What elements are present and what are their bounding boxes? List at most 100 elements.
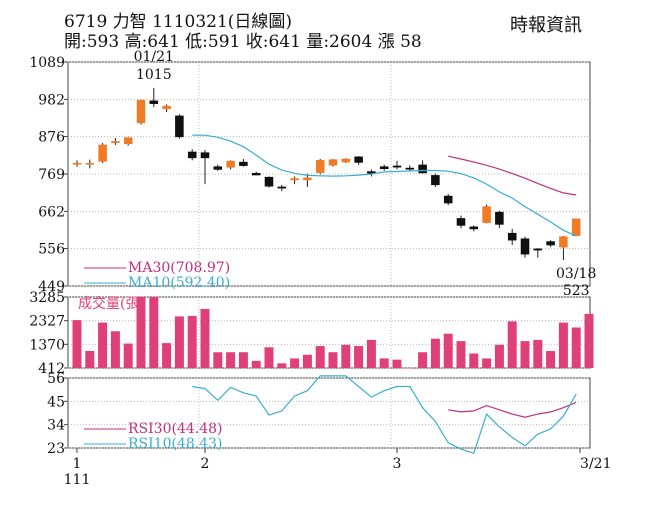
- annotation-date: 03/18: [556, 266, 596, 282]
- price-tick-label: 769: [38, 167, 65, 183]
- candle-body: [226, 160, 235, 168]
- candle-body: [303, 177, 312, 181]
- volume-bar: [482, 358, 492, 368]
- candle-body: [85, 162, 95, 165]
- candle-body: [469, 226, 479, 230]
- x-axis-label: 3/21: [580, 456, 611, 472]
- candle-body: [200, 152, 210, 159]
- x-axis-label: 111: [64, 472, 91, 488]
- volume-bar: [302, 354, 312, 368]
- volume-bar: [430, 338, 440, 368]
- candle-body: [328, 159, 338, 166]
- volume-bar: [584, 313, 594, 368]
- candle-body: [136, 99, 146, 124]
- candle-body: [72, 162, 82, 165]
- candle-body: [392, 165, 402, 168]
- volume-bar: [546, 350, 556, 368]
- candle-body: [431, 175, 440, 186]
- volume-bar: [405, 368, 415, 369]
- candle-body: [277, 186, 287, 189]
- volume-bar: [85, 350, 95, 368]
- candle-body: [379, 166, 389, 169]
- volume-title: 成交量(張): [78, 295, 145, 312]
- price-tick-label: 449: [38, 279, 65, 295]
- ma30-line: [448, 155, 577, 196]
- ma-legend-label: MA30(708.97): [128, 260, 230, 276]
- candle-body: [546, 241, 555, 246]
- volume-bar: [443, 333, 453, 368]
- candle-body: [418, 164, 427, 174]
- candle-body: [533, 248, 543, 251]
- volume-bar: [328, 352, 338, 368]
- rsi-tick-label: 34: [47, 418, 65, 434]
- candle-body: [175, 115, 184, 138]
- candle-body: [98, 144, 107, 162]
- rsi-tick-label: 23: [47, 441, 65, 457]
- rsi10-line: [192, 375, 577, 455]
- volume-bar: [213, 352, 223, 368]
- candle-body: [123, 137, 133, 145]
- volume-bar: [251, 360, 261, 368]
- rsi-legend-label: RSI10(48.43): [128, 436, 222, 452]
- candle-body: [290, 178, 299, 181]
- ma10-line: [192, 134, 577, 237]
- price-tick-label: 982: [38, 92, 65, 108]
- volume-bar: [123, 343, 133, 368]
- candle-body: [354, 156, 363, 163]
- volume-tick-label: 2327: [29, 314, 65, 330]
- annotation-value: 1015: [136, 67, 172, 83]
- volume-bar: [366, 339, 376, 368]
- volume-bar: [494, 344, 504, 368]
- volume-bar: [200, 308, 210, 368]
- volume-bar: [571, 327, 581, 368]
- volume-bar: [98, 322, 108, 368]
- candle-body: [239, 161, 248, 166]
- volume-bar: [315, 346, 325, 368]
- data-source: 時報資訊: [510, 15, 582, 36]
- candle-body: [571, 218, 581, 236]
- volume-bar: [149, 297, 159, 368]
- volume-bar: [341, 344, 351, 368]
- candle-body: [213, 166, 223, 170]
- volume-bar: [418, 352, 428, 368]
- volume-tick-label: 3285: [29, 290, 65, 306]
- candle-body: [341, 158, 351, 163]
- candle-body: [251, 173, 261, 176]
- price-tick-label: 876: [38, 130, 65, 146]
- volume-bar: [392, 359, 402, 368]
- price-stats: 開:593 高:641 低:591 收:641 量:2604 漲 58: [64, 32, 422, 52]
- candle-body: [520, 238, 530, 255]
- volume-tick-label: 1370: [29, 337, 65, 353]
- volume-bar: [226, 352, 236, 368]
- candle-body: [315, 160, 325, 173]
- volume-bar: [72, 320, 82, 368]
- volume-bar: [290, 358, 300, 368]
- candle-body: [507, 232, 517, 241]
- candle-body: [405, 167, 415, 170]
- rsi-legend-label: RSI30(44.48): [128, 421, 222, 437]
- volume-bar: [110, 331, 120, 368]
- price-tick-label: 662: [38, 204, 65, 220]
- volume-tick-label: 412: [38, 361, 65, 377]
- volume-bar: [277, 363, 287, 368]
- volume-bar: [558, 322, 568, 368]
- x-axis-label: 3: [393, 456, 402, 472]
- volume-bar: [520, 341, 530, 368]
- candle-body: [111, 141, 120, 143]
- candle-body: [443, 195, 453, 204]
- volume-bar: [533, 339, 543, 368]
- volume-bar: [354, 346, 364, 368]
- volume-bar: [136, 297, 146, 368]
- volume-bar: [162, 343, 172, 368]
- candle-body: [149, 100, 159, 104]
- volume-bar: [187, 315, 197, 368]
- x-axis-label: 1: [73, 456, 82, 472]
- annotation-value: 523: [563, 283, 590, 299]
- candle-body: [482, 206, 491, 223]
- price-tick-label: 556: [38, 242, 65, 258]
- volume-bar: [264, 347, 274, 368]
- candle-body: [264, 176, 274, 187]
- rsi30-line: [448, 401, 577, 418]
- chart-title: 6719 力智 1110321(日線圖): [64, 12, 293, 32]
